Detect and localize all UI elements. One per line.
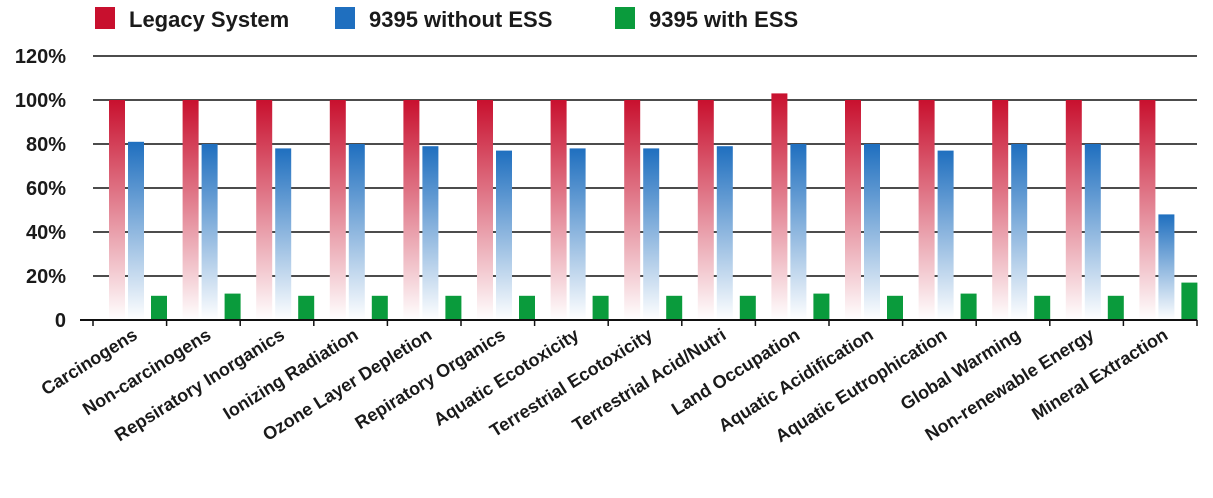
y-tick-label: 20% xyxy=(26,266,66,288)
bar-2-3 xyxy=(275,148,292,320)
legend-swatch-1 xyxy=(95,7,115,29)
bar-1-4 xyxy=(329,100,346,320)
bar-2-9 xyxy=(716,146,733,320)
bar-1-11 xyxy=(845,100,861,320)
bar-3-7 xyxy=(592,295,609,320)
bar-2-8 xyxy=(643,148,660,320)
bar-2-10 xyxy=(790,144,807,320)
bar-1-15 xyxy=(1139,100,1156,320)
bar-2-15 xyxy=(1158,214,1175,320)
bar-2-2 xyxy=(201,144,218,320)
bar-2-11 xyxy=(864,144,880,320)
bar-1-1 xyxy=(109,100,125,320)
bars xyxy=(109,93,1198,321)
bar-3-6 xyxy=(519,295,535,320)
bar-3-9 xyxy=(739,295,756,320)
y-tick-label: 120% xyxy=(15,46,66,68)
legend-label-3: 9395 with ESS xyxy=(649,7,798,32)
bar-1-2 xyxy=(182,100,199,320)
bar-3-10 xyxy=(813,293,830,320)
bar-1-6 xyxy=(477,100,493,320)
bar-2-12 xyxy=(937,150,954,320)
bar-3-8 xyxy=(666,295,683,320)
bar-3-2 xyxy=(224,293,241,320)
x-tick-label: Mineral Extraction xyxy=(1028,324,1171,424)
bar-1-10 xyxy=(771,93,788,321)
legend-swatch-3 xyxy=(615,7,635,29)
bar-3-15 xyxy=(1181,282,1198,320)
bar-3-11 xyxy=(887,295,903,320)
bar-2-4 xyxy=(348,144,365,320)
bar-2-6 xyxy=(496,150,512,320)
legend: Legacy System 9395 without ESS 9395 with E… xyxy=(95,7,798,32)
y-tick-label: 100% xyxy=(15,90,66,112)
bar-1-5 xyxy=(403,100,420,320)
bar-1-13 xyxy=(992,100,1009,320)
bar-3-5 xyxy=(445,295,462,320)
bar-1-9 xyxy=(697,100,714,320)
legend-swatch-2 xyxy=(335,7,355,29)
legend-label-1: Legacy System xyxy=(129,7,289,32)
bar-2-1 xyxy=(128,141,144,320)
bar-1-8 xyxy=(624,100,641,320)
bar-3-3 xyxy=(298,295,315,320)
bar-1-12 xyxy=(918,100,935,320)
bar-3-13 xyxy=(1034,295,1051,320)
legend-label-2: 9395 without ESS xyxy=(369,7,552,32)
x-tick-label: Global Warming xyxy=(897,324,1024,414)
bar-3-12 xyxy=(960,293,977,320)
bar-3-4 xyxy=(371,295,388,320)
y-tick-label: 0 xyxy=(55,310,66,332)
bar-1-14 xyxy=(1065,100,1082,320)
axes xyxy=(80,319,1198,326)
bar-2-14 xyxy=(1084,144,1101,320)
bar-2-13 xyxy=(1011,144,1028,320)
bar-1-3 xyxy=(256,100,273,320)
y-tick-label: 60% xyxy=(26,178,66,200)
bar-2-7 xyxy=(569,148,586,320)
bar-3-1 xyxy=(151,295,167,320)
y-tick-label: 40% xyxy=(26,222,66,244)
y-tick-label: 80% xyxy=(26,134,66,156)
bar-2-5 xyxy=(422,146,439,320)
bar-3-14 xyxy=(1107,295,1124,320)
bar-1-7 xyxy=(550,100,567,320)
y-axis-tick-labels: 0 20% 40% 60% 80% 100% 120% xyxy=(15,46,66,332)
